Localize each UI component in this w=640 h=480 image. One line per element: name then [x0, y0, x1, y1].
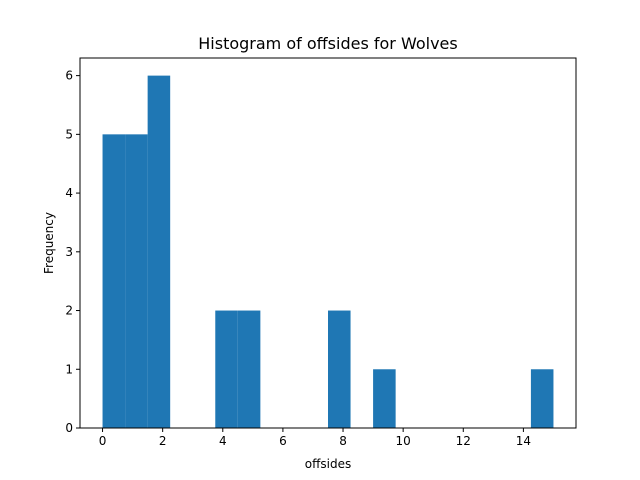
y-tick-label: 5 — [65, 127, 73, 141]
histogram-bar-7 — [530, 369, 554, 428]
y-tick-label: 4 — [65, 186, 73, 200]
x-axis-label: offsides — [305, 457, 351, 471]
x-tick-label: 12 — [456, 434, 471, 448]
y-tick-label: 2 — [65, 304, 73, 318]
bars-layer — [102, 75, 554, 428]
x-tick-label: 4 — [219, 434, 227, 448]
plot-frame — [79, 57, 577, 429]
x-tick-label: 2 — [159, 434, 167, 448]
histogram-bar-0 — [102, 134, 126, 428]
y-tick-label: 1 — [65, 362, 73, 376]
histogram-bar-5 — [328, 310, 351, 428]
histogram-bar-1 — [125, 134, 148, 428]
y-axis-label: Frequency — [42, 212, 56, 274]
x-tick-label: 10 — [396, 434, 411, 448]
x-tick-label: 8 — [339, 434, 347, 448]
y-axis-ticks: 0 1 2 3 4 5 6 — [65, 69, 80, 435]
histogram-bar-3 — [215, 310, 238, 428]
histogram-bar-4 — [237, 310, 261, 428]
x-tick-label: 0 — [99, 434, 107, 448]
y-tick-label: 3 — [65, 245, 73, 259]
histogram-bar-6 — [373, 369, 396, 428]
histogram-bar-2 — [147, 75, 171, 428]
x-tick-label: 14 — [516, 434, 531, 448]
y-tick-label: 6 — [65, 69, 73, 83]
chart-title: Histogram of offsides for Wolves — [198, 34, 457, 53]
x-tick-label: 6 — [279, 434, 287, 448]
x-axis-ticks: 0 2 4 6 8 10 12 14 — [99, 428, 531, 448]
y-tick-label: 0 — [65, 421, 73, 435]
